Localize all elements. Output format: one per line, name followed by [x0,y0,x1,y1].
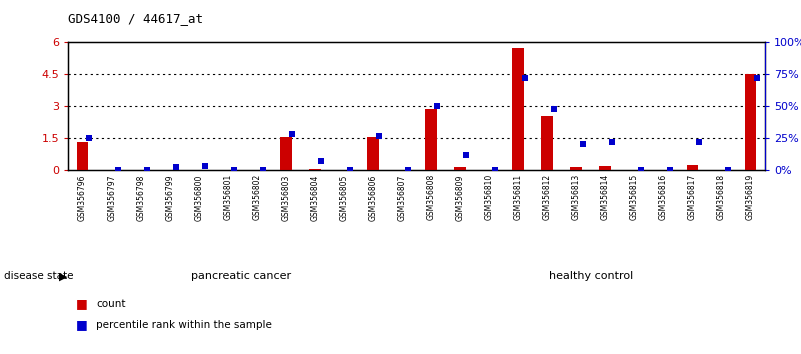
Point [634,167,647,173]
Text: disease state: disease state [4,271,74,281]
Bar [425,109,437,170]
Text: percentile rank within the sample: percentile rank within the sample [96,320,272,330]
Point [663,167,676,173]
Bar [599,166,611,170]
Bar [454,167,466,170]
Text: pancreatic cancer: pancreatic cancer [191,271,292,281]
Point [373,133,386,138]
Point [751,75,763,81]
Point [576,142,589,147]
Point [315,158,328,164]
Bar [541,116,553,170]
Text: GSM356796: GSM356796 [78,174,87,221]
Bar [745,74,756,170]
Text: GSM356801: GSM356801 [223,174,232,221]
Point [83,135,95,141]
Point [692,139,705,145]
Text: GSM356802: GSM356802 [252,174,261,221]
Text: GSM356803: GSM356803 [281,174,290,221]
Point [518,75,531,81]
Bar [513,48,524,170]
Point [111,167,124,173]
Point [431,103,444,109]
Point [286,131,299,137]
Point [460,152,473,158]
Bar [77,142,88,170]
Text: ■: ■ [76,319,88,331]
Text: GSM356813: GSM356813 [572,174,581,221]
Text: GSM356797: GSM356797 [107,174,116,221]
Point [489,167,502,173]
Text: ■: ■ [76,297,88,310]
Point [606,139,618,145]
Text: GSM356809: GSM356809 [456,174,465,221]
Text: GSM356818: GSM356818 [717,174,726,220]
Point [170,165,183,170]
Point [722,167,735,173]
Text: GSM356815: GSM356815 [630,174,638,221]
Text: GSM356817: GSM356817 [688,174,697,221]
Point [199,163,211,169]
Point [344,167,356,173]
Point [547,106,560,112]
Text: ▶: ▶ [58,271,67,281]
Text: GSM356808: GSM356808 [427,174,436,221]
Text: GSM356800: GSM356800 [195,174,203,221]
Text: GSM356804: GSM356804 [311,174,320,221]
Bar [367,137,379,170]
Text: GSM356819: GSM356819 [746,174,755,221]
Text: GSM356812: GSM356812 [543,174,552,220]
Text: GDS4100 / 44617_at: GDS4100 / 44617_at [68,12,203,25]
Bar [309,169,320,170]
Point [227,167,240,173]
Text: GSM356810: GSM356810 [485,174,493,221]
Point [141,167,154,173]
Bar [280,137,292,170]
Bar [686,165,698,170]
Text: GSM356814: GSM356814 [601,174,610,221]
Text: GSM356798: GSM356798 [136,174,145,221]
Text: GSM356799: GSM356799 [165,174,174,221]
Text: GSM356811: GSM356811 [513,174,522,220]
Text: count: count [96,299,126,309]
Text: GSM356807: GSM356807 [397,174,406,221]
Text: GSM356806: GSM356806 [368,174,377,221]
Text: GSM356805: GSM356805 [340,174,348,221]
Point [257,167,270,173]
Text: GSM356816: GSM356816 [659,174,668,221]
Point [402,167,415,173]
Text: healthy control: healthy control [549,271,634,281]
Bar [570,167,582,170]
